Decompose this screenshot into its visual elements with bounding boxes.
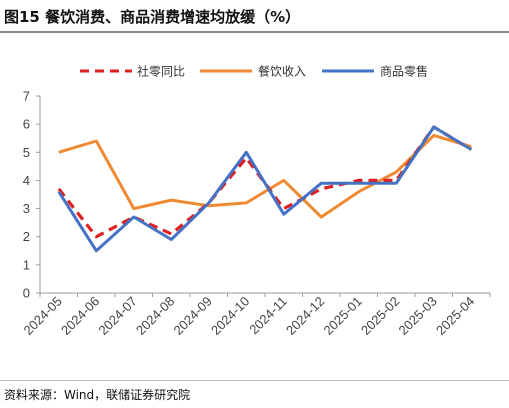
- legend-label-2: 商品零售: [380, 64, 428, 79]
- title-divider: [0, 31, 509, 33]
- x-tick-label: 2025-02: [358, 294, 402, 338]
- x-tick-label: 2025-03: [396, 294, 440, 338]
- chart-legend: 社零同比 餐饮收入 商品零售: [80, 64, 428, 79]
- source-divider: [0, 380, 509, 381]
- x-tick-label: 2024-07: [96, 294, 140, 338]
- y-tick-label: 3: [23, 201, 30, 216]
- series-line-1: [58, 133, 472, 219]
- legend-label-0: 社零同比: [137, 64, 185, 79]
- y-tick-label: 5: [23, 145, 30, 160]
- source-note: 资料来源：Wind，联储证券研究院: [4, 388, 191, 402]
- x-tick-label: 2024-10: [208, 294, 252, 338]
- series-lines: [57, 125, 473, 253]
- chart-axes: 012345672024-052024-062024-072024-082024…: [21, 89, 491, 338]
- y-tick-label: 4: [23, 173, 30, 188]
- chart-title: 图15 餐饮消费、商品消费增速均放缓（%）: [4, 8, 301, 26]
- y-tick-label: 2: [23, 229, 30, 244]
- series-line-2: [57, 125, 473, 253]
- line-chart: 社零同比 餐饮收入 商品零售 012345672024-052024-062024-…: [21, 64, 491, 338]
- x-tick-label: 2024-12: [283, 294, 327, 338]
- x-tick-label: 2024-08: [133, 294, 177, 338]
- x-tick-label: 2025-04: [433, 294, 477, 338]
- y-tick-label: 6: [23, 117, 30, 132]
- x-tick-label: 2025-01: [321, 294, 365, 338]
- y-tick-label: 7: [23, 89, 30, 104]
- legend-label-1: 餐饮收入: [258, 64, 306, 79]
- x-tick-label: 2024-11: [246, 294, 290, 338]
- x-tick-label: 2024-09: [171, 294, 215, 338]
- x-tick-label: 2024-06: [58, 294, 102, 338]
- y-tick-label: 1: [23, 257, 30, 272]
- y-tick-label: 0: [23, 286, 30, 301]
